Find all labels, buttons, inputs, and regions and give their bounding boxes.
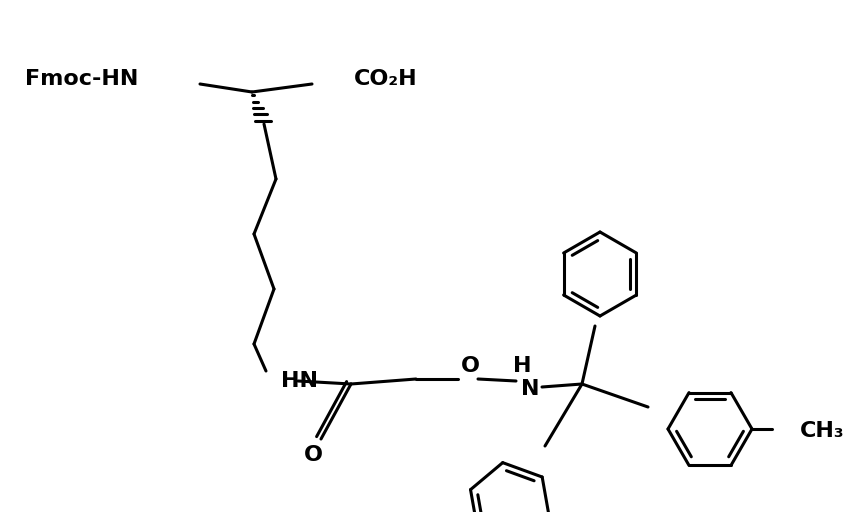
Text: N: N bbox=[521, 379, 539, 399]
Text: H: H bbox=[512, 356, 531, 376]
Text: O: O bbox=[303, 445, 323, 465]
Text: CO₂H: CO₂H bbox=[354, 69, 418, 89]
Text: Fmoc-HN: Fmoc-HN bbox=[24, 69, 138, 89]
Text: O: O bbox=[460, 356, 479, 376]
Text: CH₃: CH₃ bbox=[800, 421, 844, 441]
Text: HN: HN bbox=[281, 371, 318, 391]
